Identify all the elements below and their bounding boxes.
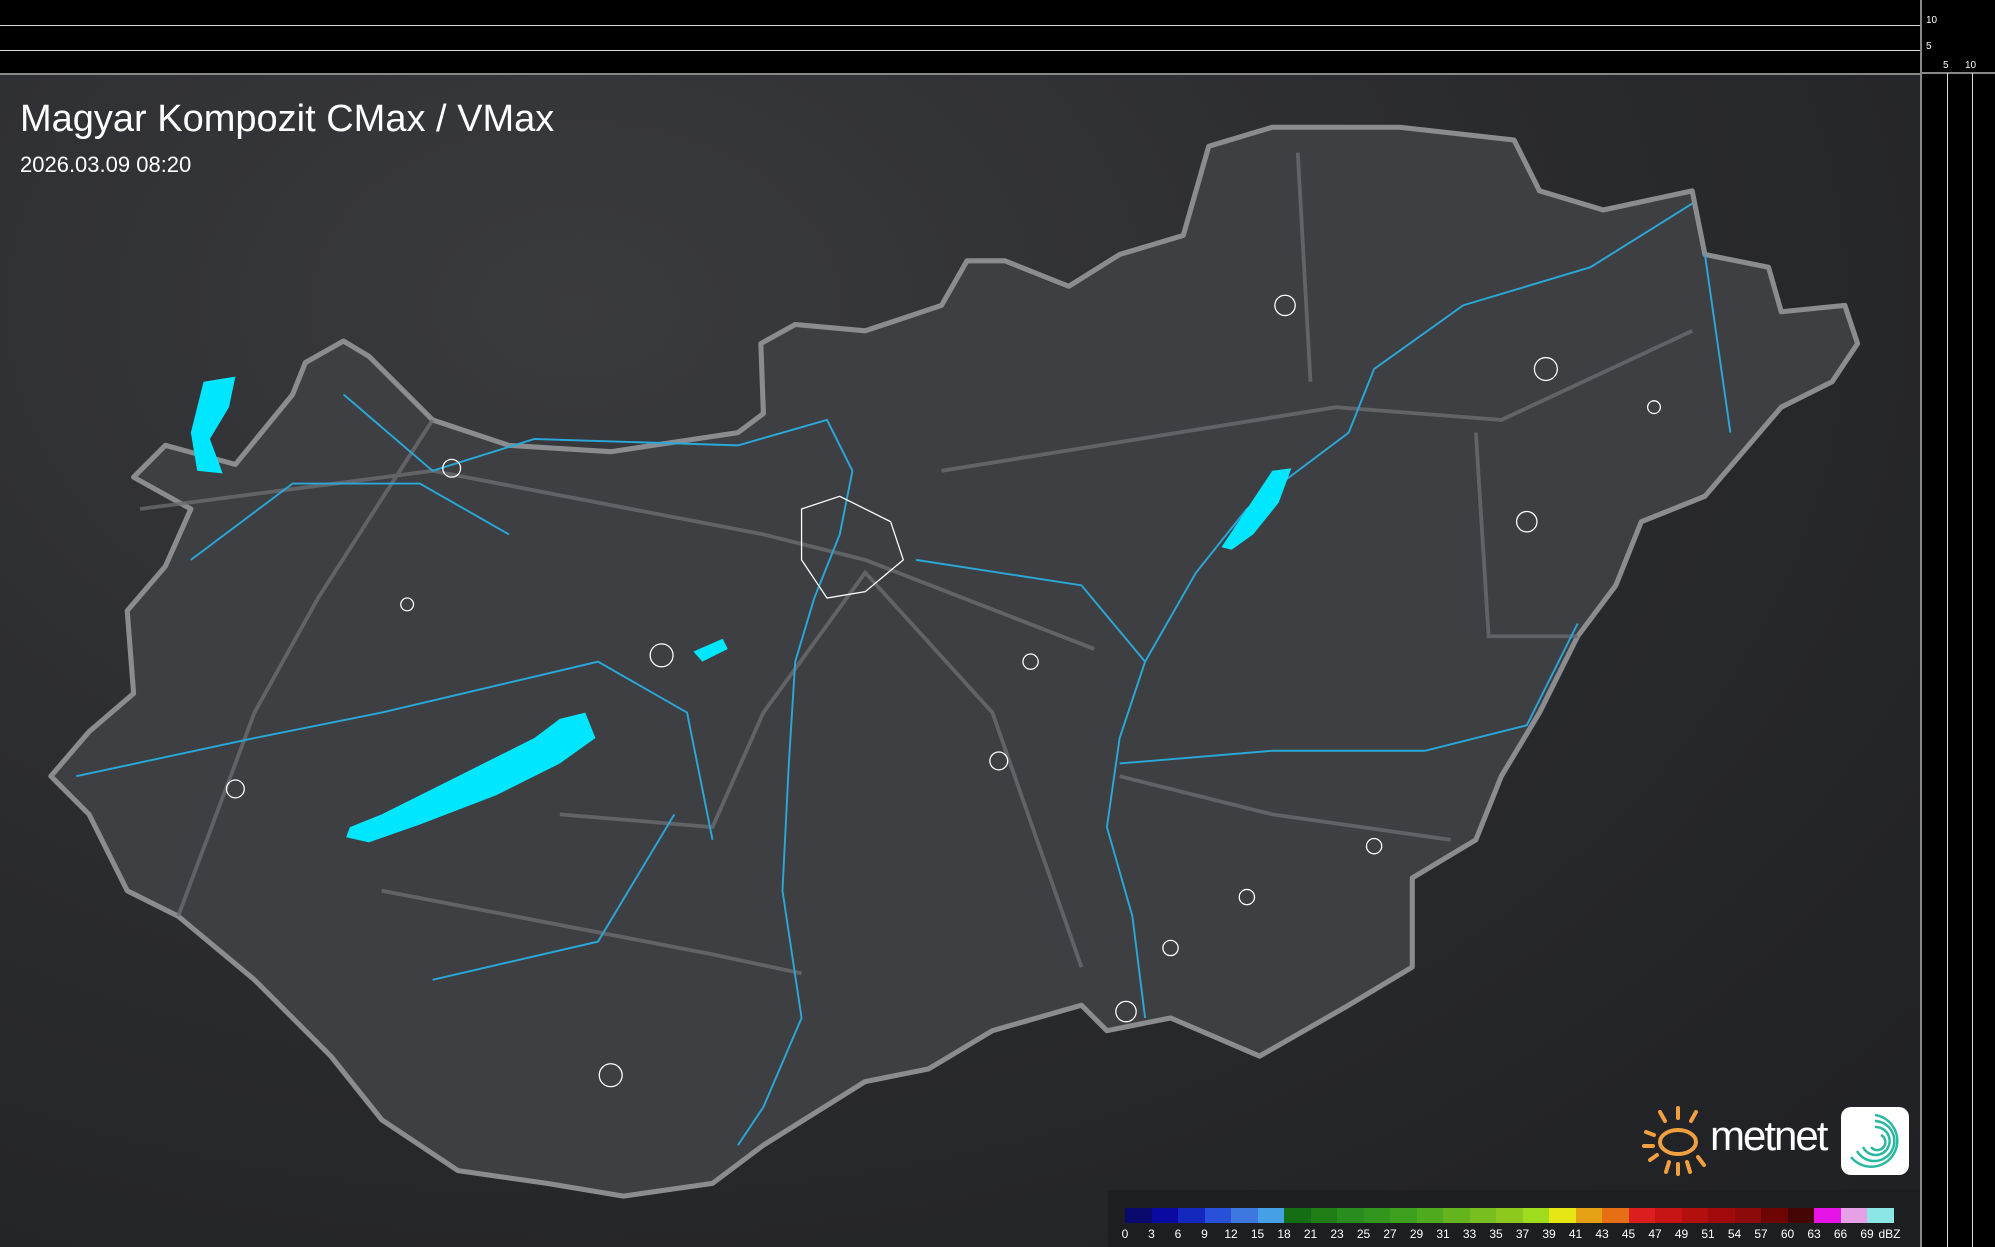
legend-label: 12 [1224,1227,1238,1241]
lake-velence [693,638,728,662]
legend-swatch [1496,1208,1523,1223]
map-timestamp: 2026.03.09 08:20 [20,152,192,177]
legend-label: 60 [1780,1227,1795,1241]
scale-line-10 [0,25,1920,26]
legend-label: 23 [1330,1227,1344,1241]
legend-label: 3 [1148,1227,1155,1241]
legend-swatch [1840,1208,1867,1223]
country-hungary [48,124,1861,1199]
legend-swatch [1602,1208,1629,1223]
budapest-outline [800,495,905,599]
legend-label: 18 [1277,1227,1291,1241]
legend-swatch [1522,1208,1549,1223]
legend-swatch [1151,1208,1178,1223]
legend-swatch [1655,1208,1682,1223]
legend-label: 15 [1250,1227,1265,1241]
river-danube [342,393,854,1146]
legend-labels: 0 3 6 9 12 15 18 21 23 25 27 29 31 33 35 37 39 41 43 45 47 49… [1118,1227,1918,1243]
legend-label: 33 [1462,1227,1477,1241]
legend-label: 6 [1174,1227,1182,1241]
tick-v-10: 10 [1926,15,1938,26]
sun-logo-icon [1642,1106,1706,1176]
legend-label: 35 [1489,1227,1503,1241]
legend-swatch [1549,1208,1576,1223]
metnet-logo: metnet [1638,1102,1913,1177]
legend-swatch [1231,1208,1258,1223]
legend-label: 51 [1701,1227,1715,1241]
legend-label: 31 [1436,1227,1450,1241]
spiral-logo-icon [1841,1107,1909,1175]
legend-swatch [1443,1208,1470,1223]
legend-swatch [1257,1208,1284,1223]
legend-swatch [1363,1208,1390,1223]
legend-unit: dBZ [1878,1227,1901,1241]
lake-balaton [346,712,596,843]
legend-label: 41 [1568,1227,1583,1241]
legend-swatch [1681,1208,1708,1223]
legend-label: 47 [1648,1227,1662,1241]
tick-h-10: 10 [1965,60,1977,71]
legend-label: 54 [1727,1227,1742,1241]
legend-label: 63 [1807,1227,1821,1241]
top-scale-bar [0,0,1920,75]
legend-swatch [1310,1208,1337,1223]
legend-label: 27 [1383,1227,1397,1241]
lakes [190,376,1292,843]
reflectivity-legend: 0 3 6 9 12 15 18 21 23 25 27 29 31 33 35 37 39 41 43 45 47 49… [1108,1190,1920,1247]
legend-swatch [1178,1208,1205,1223]
right-scale-panel: 10 5 5 10 [1920,0,1995,1247]
legend-swatch [1814,1208,1841,1223]
legend-label: 21 [1303,1227,1318,1241]
legend-label: 9 [1201,1227,1208,1241]
legend-swatch [1204,1208,1231,1223]
legend-label: 45 [1621,1227,1636,1241]
legend-swatch [1469,1208,1496,1223]
legend-swatch [1761,1208,1788,1223]
tick-v-5: 5 [1926,41,1932,52]
legend-label: 43 [1595,1227,1609,1241]
legend-swatch [1284,1208,1311,1223]
logo-text: metnet [1710,1112,1828,1159]
river-tisza [1105,202,1693,1019]
legend-swatch [1575,1208,1602,1223]
legend-label: 57 [1754,1227,1768,1241]
legend-swatch [1867,1208,1894,1223]
legend-swatch [1787,1208,1814,1223]
legend-label: 69 [1860,1227,1874,1241]
tick-h-5: 5 [1943,60,1949,71]
legend-label: 37 [1515,1227,1530,1241]
scale-line-5 [0,50,1920,51]
scale-vline-5 [1947,73,1948,1247]
legend-swatch [1734,1208,1761,1223]
rivers [76,202,1732,1146]
legend-swatch [1708,1208,1735,1223]
map-title: Magyar Kompozit CMax / VMax [20,98,555,140]
settlements [225,294,1662,1088]
legend-label: 25 [1356,1227,1371,1241]
scale-divider [1922,72,1995,74]
legend-swatch [1337,1208,1364,1223]
legend-color-bar [1125,1208,1894,1223]
legend-label: 29 [1409,1227,1424,1241]
legend-swatch [1416,1208,1443,1223]
lake-tisza [1221,468,1292,550]
legend-swatch [1125,1208,1152,1223]
legend-swatch [1628,1208,1655,1223]
legend-label: 49 [1674,1227,1689,1241]
lake-ferto [190,376,236,474]
legend-swatch [1390,1208,1417,1223]
legend-label: 66 [1833,1227,1848,1241]
scale-vline-10 [1972,73,1973,1247]
legend-label: 39 [1542,1227,1556,1241]
legend-label: 0 [1121,1227,1129,1241]
